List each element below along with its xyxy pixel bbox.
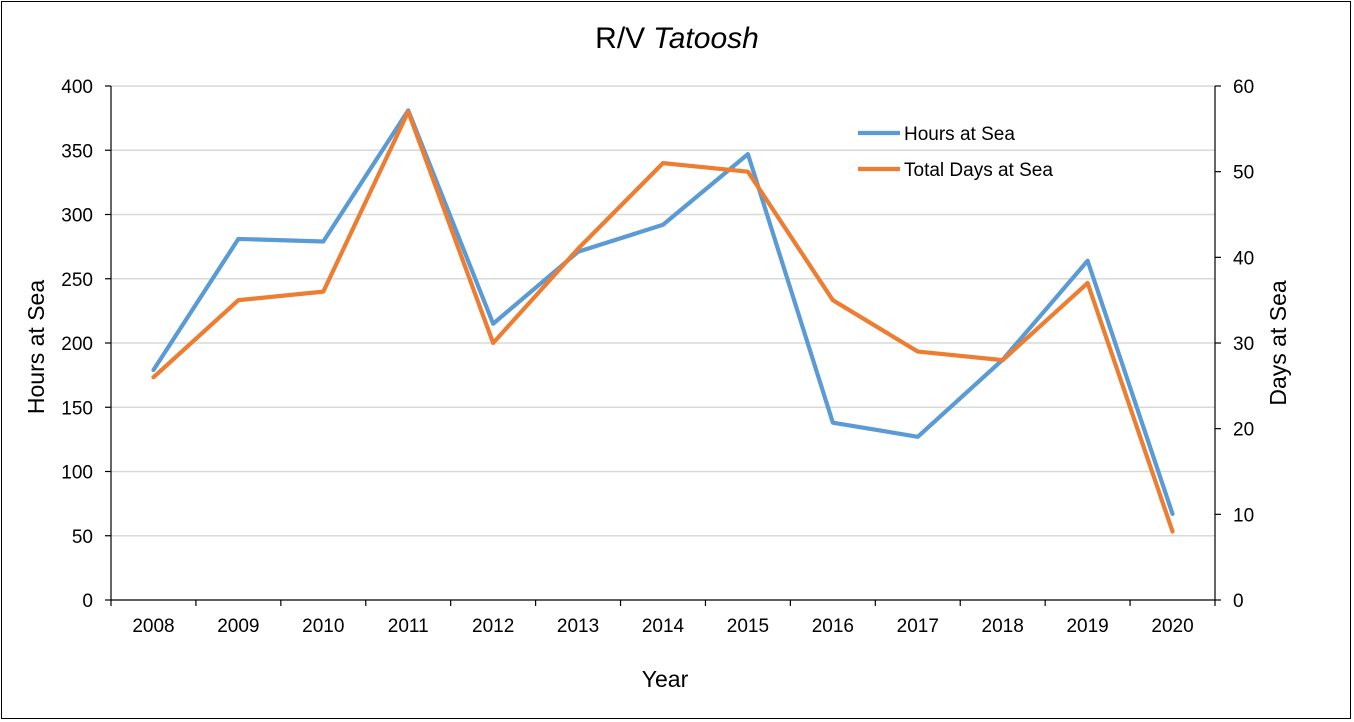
chart-title: R/V Tatoosh <box>595 22 759 55</box>
right-y-axis-title: Days at Sea <box>1265 280 1291 405</box>
right-y-axis-ticks: 0 10 20 30 40 50 60 <box>1215 77 1254 612</box>
x-tick-label: 2008 <box>132 616 174 637</box>
chart-title-italic: Tatoosh <box>653 22 759 55</box>
right-tick-label: 0 <box>1233 591 1244 612</box>
left-tick-label: 100 <box>61 463 93 484</box>
left-tick-label: 300 <box>61 206 93 227</box>
series-lines <box>151 108 1175 534</box>
left-tick-label: 150 <box>61 398 93 419</box>
left-tick-label: 50 <box>72 527 93 548</box>
right-tick-label: 30 <box>1233 334 1254 355</box>
gridlines <box>111 85 1215 537</box>
right-tick-label: 10 <box>1233 505 1254 526</box>
left-tick-label: 350 <box>61 141 93 162</box>
x-tick-label: 2015 <box>727 616 769 637</box>
right-tick-label: 40 <box>1233 248 1254 269</box>
x-tick-label: 2011 <box>388 616 429 637</box>
x-tick-label: 2014 <box>642 616 685 637</box>
x-axis-title: Year <box>642 666 689 692</box>
x-tick-label: 2018 <box>982 616 1024 637</box>
legend-label: Hours at Sea <box>904 124 1015 145</box>
legend-label: Total Days at Sea <box>904 160 1053 181</box>
x-tick-label: 2009 <box>217 616 259 637</box>
right-tick-label: 50 <box>1233 163 1254 184</box>
x-axis-ticks: 2008 2009 2010 2011 2012 2013 2014 2015 2016 2017… <box>110 600 1216 637</box>
legend: Hours at Sea Total Days at Sea <box>858 124 1053 181</box>
right-tick-label: 60 <box>1233 77 1254 98</box>
x-tick-label: 2012 <box>472 616 514 637</box>
left-y-axis-ticks: 0 50 100 150 200 250 300 350 400 <box>61 77 111 612</box>
left-y-axis-title: Hours at Sea <box>23 280 49 414</box>
x-tick-label: 2013 <box>557 616 599 637</box>
left-tick-label: 0 <box>82 591 93 612</box>
x-tick-label: 2019 <box>1066 616 1108 637</box>
left-tick-label: 400 <box>61 77 93 98</box>
x-tick-label: 2010 <box>302 616 344 637</box>
x-tick-label: 2020 <box>1151 616 1193 637</box>
left-tick-label: 200 <box>61 334 93 355</box>
x-tick-label: 2017 <box>897 616 939 637</box>
right-tick-label: 20 <box>1233 420 1254 441</box>
left-tick-label: 250 <box>61 270 93 291</box>
chart-title-text: R/V <box>595 22 645 55</box>
x-tick-label: 2016 <box>812 616 854 637</box>
